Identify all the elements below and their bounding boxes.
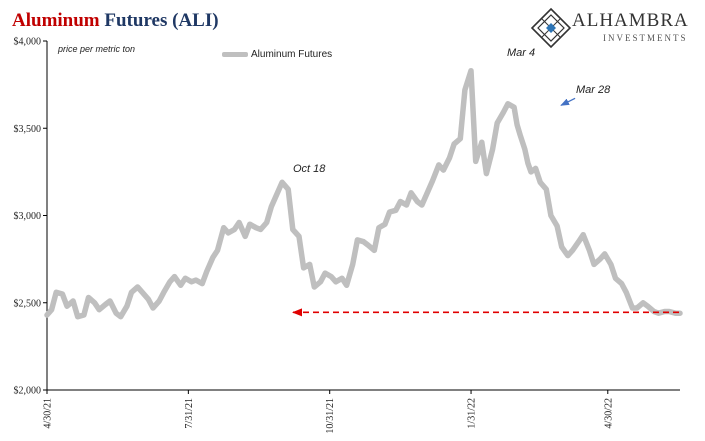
x-tick-label: 7/31/21 bbox=[184, 398, 195, 429]
chart-title-part2: Futures (ALI) bbox=[99, 10, 219, 31]
x-tick-label: 10/31/21 bbox=[325, 398, 336, 434]
y-tick-label: $3,500 bbox=[14, 124, 42, 135]
chart-title: Aluminum Futures (ALI) bbox=[12, 10, 219, 32]
y-tick-label: $4,000 bbox=[14, 37, 42, 48]
x-tick-label: 1/31/22 bbox=[467, 398, 478, 429]
chart-axes: $2,000 $2,500 $3,000 $3,500 $4,000 4/30/21 7/3… bbox=[14, 37, 680, 434]
brand-subtitle: INVESTMENTS bbox=[603, 33, 688, 43]
x-tick-label: 4/30/22 bbox=[603, 398, 614, 429]
chart-legend: Aluminum Futures bbox=[222, 49, 332, 60]
brand-name: ALHAMBRA bbox=[572, 10, 689, 31]
x-tick-label: 4/30/21 bbox=[43, 398, 54, 429]
units-note: price per metric ton bbox=[58, 44, 136, 54]
annotation-oct18: Oct 18 bbox=[293, 163, 326, 175]
legend-label: Aluminum Futures bbox=[251, 49, 333, 60]
legend-swatch bbox=[222, 51, 248, 57]
y-tick-label: $2,500 bbox=[14, 298, 42, 309]
chart-title-part1: Aluminum bbox=[12, 10, 100, 31]
y-tick-label: $3,000 bbox=[14, 211, 42, 222]
series-layer bbox=[44, 67, 683, 320]
annotation-mar28: Mar 28 bbox=[576, 84, 611, 96]
mar28-arrow bbox=[560, 97, 576, 106]
annotation-layer bbox=[560, 97, 576, 106]
y-tick-label: $2,000 bbox=[14, 386, 42, 397]
annotation-mar4: Mar 4 bbox=[507, 47, 536, 59]
diamond-lattice-icon bbox=[530, 7, 572, 49]
series-line-aluminum-futures bbox=[44, 67, 683, 320]
